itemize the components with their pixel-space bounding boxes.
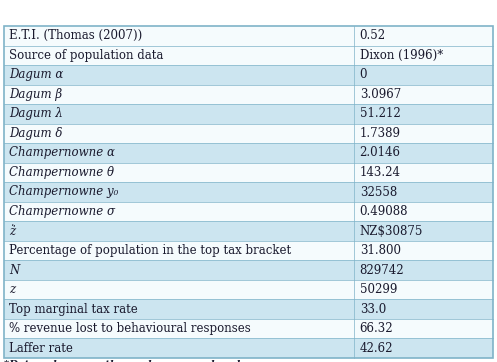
Bar [4, 124, 493, 143]
Bar [4, 202, 493, 221]
Text: Dixon (1996)*: Dixon (1996)* [360, 49, 443, 62]
Bar [4, 299, 493, 319]
Text: Dagum β: Dagum β [9, 88, 62, 101]
Text: 1.7389: 1.7389 [360, 127, 401, 140]
Text: NZ$30875: NZ$30875 [360, 224, 423, 237]
Text: 51.212: 51.212 [360, 108, 401, 121]
Bar [4, 85, 493, 104]
Text: 32558: 32558 [360, 185, 397, 198]
Text: Dagum α: Dagum α [9, 68, 63, 81]
Bar [4, 319, 493, 338]
Text: 2.0146: 2.0146 [360, 147, 401, 159]
Bar [4, 143, 493, 163]
Text: 143.24: 143.24 [360, 166, 401, 179]
Text: Champernowne α: Champernowne α [9, 147, 115, 159]
Bar [4, 26, 493, 46]
Text: Percentage of population in the top tax bracket: Percentage of population in the top tax … [9, 244, 291, 257]
Text: Top marginal tax rate: Top marginal tax rate [9, 303, 138, 316]
Text: % revenue lost to behavioural responses: % revenue lost to behavioural responses [9, 322, 251, 335]
Text: N: N [9, 264, 19, 277]
Text: 42.62: 42.62 [360, 342, 393, 355]
Bar [4, 182, 493, 202]
Bar [4, 221, 493, 241]
Bar [4, 241, 493, 260]
Text: 829742: 829742 [360, 264, 404, 277]
Text: Laffer rate: Laffer rate [9, 342, 73, 355]
Bar [4, 338, 493, 358]
Bar [4, 46, 493, 65]
Bar [4, 104, 493, 124]
Text: Champernowne σ: Champernowne σ [9, 205, 115, 218]
Bar [4, 65, 493, 85]
Text: 33.0: 33.0 [360, 303, 386, 316]
Text: z: z [9, 283, 15, 296]
Bar [4, 260, 493, 280]
Bar [4, 280, 493, 299]
Text: 0.52: 0.52 [360, 29, 386, 42]
Bar [4, 163, 493, 182]
Text: *Data only covers those who are employed: *Data only covers those who are employed [4, 360, 240, 362]
Text: ż̇: ż̇ [9, 224, 15, 237]
Text: Dagum λ: Dagum λ [9, 108, 63, 121]
Text: Champernowne y₀: Champernowne y₀ [9, 185, 118, 198]
Text: Champernowne θ: Champernowne θ [9, 166, 114, 179]
Text: Source of population data: Source of population data [9, 49, 164, 62]
Text: 0: 0 [360, 68, 367, 81]
Text: 31.800: 31.800 [360, 244, 401, 257]
Text: 66.32: 66.32 [360, 322, 393, 335]
Text: 3.0967: 3.0967 [360, 88, 401, 101]
Text: 0.49088: 0.49088 [360, 205, 408, 218]
Text: Dagum δ: Dagum δ [9, 127, 63, 140]
Text: E.T.I. (Thomas (2007)): E.T.I. (Thomas (2007)) [9, 29, 142, 42]
Text: 50299: 50299 [360, 283, 397, 296]
